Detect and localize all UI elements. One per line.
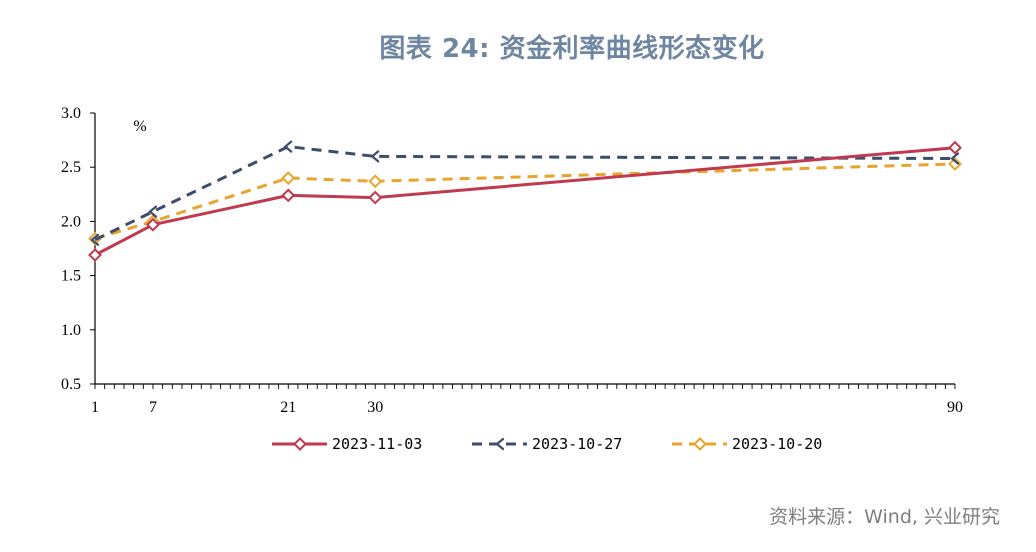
data-point bbox=[90, 233, 100, 246]
data-point bbox=[146, 217, 160, 232]
series-line bbox=[94, 146, 956, 257]
source-note: 资料来源：Wind, 兴业研究 bbox=[769, 506, 1000, 528]
legend-item: 2023-11-03 bbox=[272, 435, 422, 453]
legend-item: 2023-10-20 bbox=[672, 435, 822, 453]
x-tick-label: 7 bbox=[149, 399, 157, 416]
legend-marker bbox=[293, 437, 307, 451]
data-point bbox=[281, 188, 296, 203]
legend-label: 2023-10-20 bbox=[732, 435, 822, 453]
y-tick-label: 1.5 bbox=[61, 268, 81, 285]
data-point bbox=[148, 205, 158, 218]
series-line bbox=[94, 162, 956, 241]
y-unit-label: % bbox=[133, 118, 146, 135]
series-layer bbox=[88, 140, 962, 262]
x-tick-label: 21 bbox=[280, 399, 296, 416]
data-point bbox=[88, 248, 102, 262]
axes: 0.5 1.0 1.5 2.0 2.5 3.0% 1 7 21 30 90 bbox=[61, 105, 963, 416]
data-point bbox=[281, 171, 296, 185]
legend-label: 2023-11-03 bbox=[332, 435, 422, 453]
legend-label: 2023-10-27 bbox=[532, 435, 622, 453]
series-line bbox=[94, 145, 956, 242]
data-point bbox=[950, 152, 960, 165]
data-point bbox=[283, 140, 293, 153]
y-tick-label: 2.5 bbox=[61, 159, 81, 176]
data-point bbox=[948, 140, 962, 155]
legend-marker bbox=[495, 437, 505, 451]
y-tick-label: 1.0 bbox=[61, 322, 81, 339]
legend: 2023-11-03 2023-10-27 2023-10-20 bbox=[272, 435, 822, 453]
data-point bbox=[948, 157, 962, 171]
chart-title: 图表 24: 资金利率曲线形态变化 bbox=[379, 34, 765, 64]
series-2023-10-27 bbox=[90, 140, 960, 246]
y-tick-label: 3.0 bbox=[61, 105, 81, 122]
x-tick-label: 30 bbox=[367, 399, 383, 416]
x-tick-label: 90 bbox=[947, 399, 963, 416]
data-point bbox=[370, 150, 380, 163]
data-point bbox=[368, 190, 383, 205]
x-tick-label: 1 bbox=[91, 399, 99, 416]
series-2023-10-20 bbox=[88, 157, 962, 246]
legend-marker bbox=[693, 437, 707, 451]
data-point bbox=[368, 174, 383, 189]
y-tick-label: 2.0 bbox=[61, 213, 81, 230]
series-2023-11-03 bbox=[88, 140, 962, 262]
y-tick-label: 0.5 bbox=[61, 376, 81, 393]
legend-item: 2023-10-27 bbox=[472, 435, 622, 453]
